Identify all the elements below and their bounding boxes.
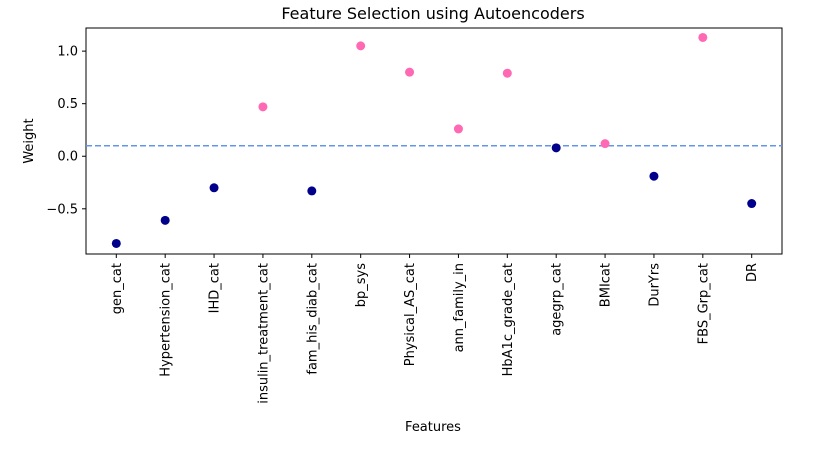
x-tick-label: IHD_cat (208, 263, 223, 313)
y-tick-label: −0.5 (46, 202, 78, 217)
x-tick-label: gen_cat (110, 263, 125, 314)
x-tick-label: fam_his_diab_cat (305, 263, 320, 375)
x-tick-label: BMIcat (599, 263, 614, 307)
data-point (160, 215, 170, 225)
data-point (307, 186, 317, 196)
x-tick-label: HbA1c_grade_cat (501, 263, 516, 376)
data-point (649, 171, 659, 181)
data-point (747, 199, 757, 209)
x-tick-label: insulin_treatment_cat (256, 263, 271, 404)
x-tick-label: agegrp_cat (550, 263, 565, 336)
x-tick-label: Physical_AS_cat (403, 263, 418, 366)
x-tick-label: FBS_Grp_cat (696, 263, 711, 344)
y-axis-label: Weight (22, 118, 37, 163)
data-point (258, 102, 268, 112)
data-point (453, 124, 463, 134)
data-point (551, 143, 561, 153)
x-tick-label: DurYrs (647, 263, 662, 307)
y-tick-label: 1.0 (57, 45, 78, 60)
data-point (209, 183, 219, 193)
plot-frame (85, 27, 783, 255)
data-point (356, 41, 366, 51)
data-point (600, 139, 610, 149)
data-point (111, 238, 121, 248)
x-tick-label: Hypertension_cat (159, 263, 174, 377)
y-tick-label: 0.0 (57, 150, 78, 165)
x-tick-label: DR (745, 263, 760, 282)
x-tick-label: bp_sys (354, 263, 369, 307)
x-axis-label: Features (405, 420, 461, 435)
chart-title: Feature Selection using Autoencoders (281, 4, 584, 23)
x-tick-label: ann_family_in (452, 263, 467, 352)
data-point (698, 32, 708, 42)
data-point (502, 68, 512, 78)
data-point (405, 67, 415, 77)
y-tick-label: 0.5 (57, 97, 78, 112)
